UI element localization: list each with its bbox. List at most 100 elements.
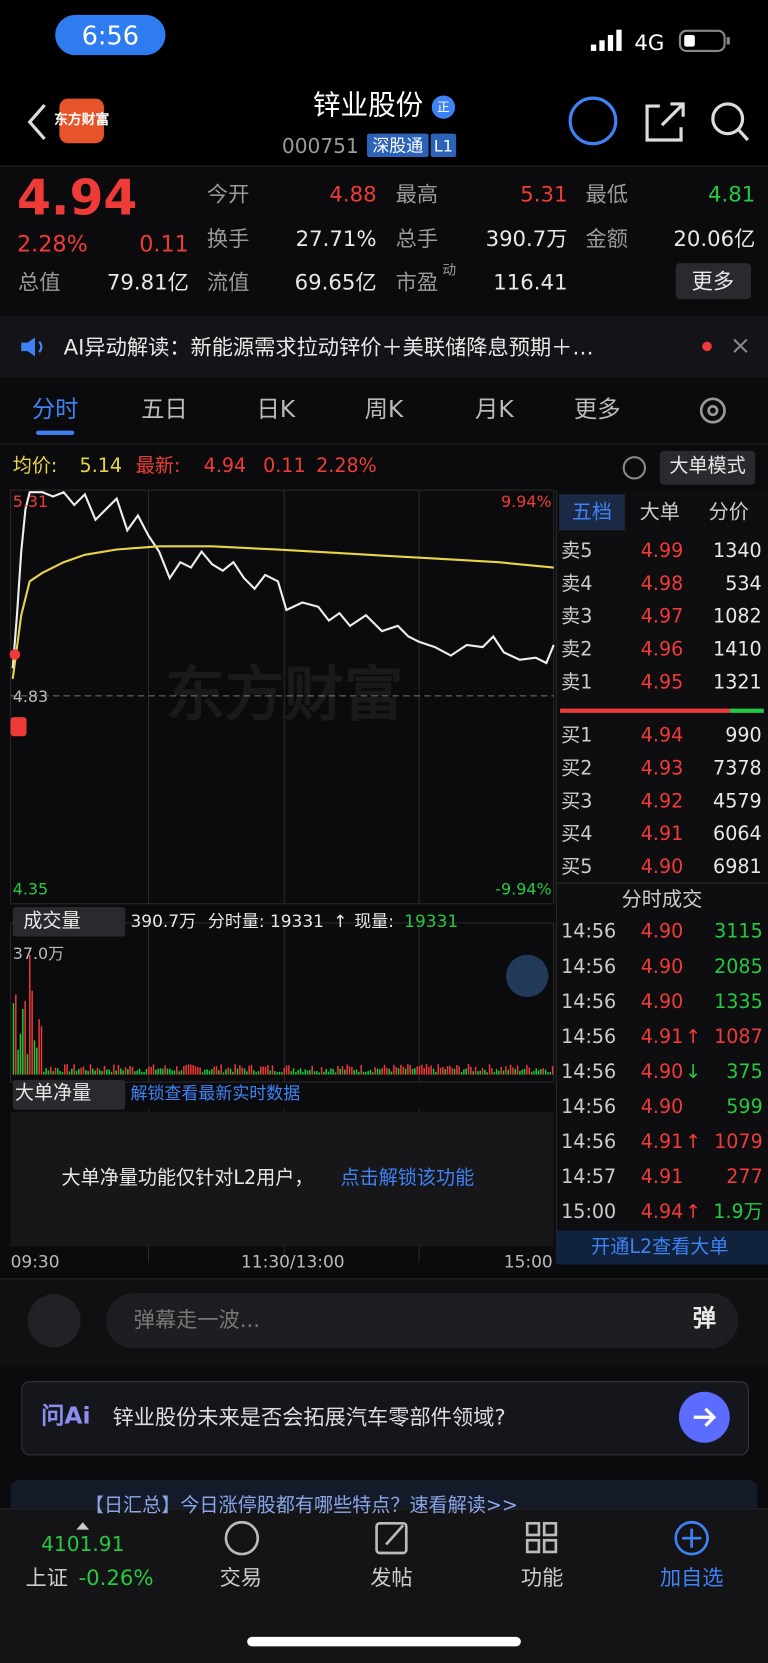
trade-volume: 1079 bbox=[714, 1131, 763, 1154]
tab[interactable]: 更多 bbox=[573, 396, 621, 424]
tab[interactable]: 分时 bbox=[31, 396, 79, 424]
l2-banner[interactable]: 开通L2查看大单 bbox=[591, 1236, 729, 1259]
back-button[interactable] bbox=[21, 101, 53, 143]
tab[interactable]: 五日 bbox=[141, 396, 188, 424]
volume-bar bbox=[481, 1067, 484, 1075]
order-tab[interactable]: 分价 bbox=[708, 500, 749, 524]
tab[interactable]: 日K bbox=[256, 396, 296, 424]
order-tab[interactable]: 大单 bbox=[639, 500, 680, 524]
volume-bar bbox=[113, 1064, 115, 1075]
tab[interactable]: 月K bbox=[475, 396, 514, 424]
order-volume: 7378 bbox=[713, 757, 762, 780]
red-dot bbox=[702, 341, 712, 352]
danmu-input[interactable] bbox=[106, 1293, 739, 1349]
danmu-icon[interactable] bbox=[27, 1294, 81, 1348]
volume-bar bbox=[31, 990, 33, 1075]
order-volume: 6064 bbox=[713, 823, 762, 846]
bigorder-unlock[interactable]: 解锁查看最新实时数据 bbox=[130, 1083, 301, 1104]
badge: 正 bbox=[437, 99, 450, 115]
volume-bar bbox=[439, 1067, 442, 1075]
tabs-bar bbox=[0, 381, 768, 445]
stat-value: 5.31 bbox=[520, 181, 568, 207]
mode-label[interactable]: 大单模式 bbox=[669, 455, 746, 478]
bigorder-link[interactable]: 点击解锁该功能 bbox=[340, 1167, 475, 1190]
volume-bar bbox=[40, 1026, 43, 1075]
volume-bar bbox=[446, 1066, 449, 1075]
volume-bar bbox=[299, 1068, 302, 1075]
volume-bar bbox=[26, 1054, 29, 1075]
order-price: 4.90 bbox=[640, 856, 684, 879]
volume-bar bbox=[232, 1071, 234, 1075]
volume-bar bbox=[115, 1070, 117, 1075]
volume-bar bbox=[260, 1066, 262, 1075]
volume-bar bbox=[150, 1066, 152, 1075]
volume-bar bbox=[227, 1067, 229, 1075]
volume-bar bbox=[255, 1072, 257, 1075]
header-icons[interactable] bbox=[643, 100, 749, 145]
trade-time: 14:56 bbox=[561, 1096, 617, 1119]
ai-ask-box[interactable] bbox=[21, 1381, 749, 1456]
volume-bar bbox=[542, 1068, 544, 1075]
ai-button[interactable] bbox=[568, 96, 618, 146]
volume-bar bbox=[551, 1066, 554, 1075]
danmu-button[interactable]: 弹 bbox=[692, 1305, 717, 1333]
app-logo bbox=[59, 98, 104, 144]
bigorder-selector[interactable] bbox=[12, 1079, 126, 1110]
order-label: 买4 bbox=[561, 823, 593, 846]
ticker-bar bbox=[0, 316, 768, 378]
volume-bar bbox=[64, 1064, 66, 1075]
trade-volume: 277 bbox=[726, 1166, 763, 1189]
last-label: 最新: bbox=[135, 455, 181, 478]
news[interactable]: 【日汇总】今日涨停股都有哪些特点？速看解读>> bbox=[84, 1494, 518, 1518]
volume-bar bbox=[395, 1066, 397, 1075]
nav-item[interactable]: 交易 bbox=[219, 1564, 263, 1591]
more-button[interactable] bbox=[675, 263, 752, 300]
volume-selector[interactable] bbox=[12, 906, 126, 937]
volume-bar bbox=[358, 1071, 360, 1075]
volume-bar bbox=[127, 1069, 129, 1075]
volume-bar bbox=[505, 1066, 507, 1075]
l2-banner-bg[interactable] bbox=[555, 1230, 768, 1265]
trade-time: 14:56 bbox=[561, 1131, 617, 1154]
more-label[interactable]: 更多 bbox=[691, 268, 735, 294]
order-label: 买1 bbox=[561, 724, 593, 748]
volume-bar bbox=[528, 1067, 530, 1075]
close-icon[interactable] bbox=[732, 337, 749, 354]
volume-bar bbox=[136, 1070, 138, 1075]
nav-item[interactable]: 加自选 bbox=[659, 1564, 724, 1591]
order-tab[interactable]: 五档 bbox=[571, 500, 613, 524]
volume-bar bbox=[306, 1070, 309, 1075]
trade-price: 4.90 bbox=[640, 1060, 684, 1084]
volume-bar bbox=[472, 1071, 474, 1075]
volume-bar bbox=[157, 1068, 159, 1075]
order-volume: 1082 bbox=[713, 605, 762, 629]
volume-bar bbox=[409, 1064, 411, 1075]
volume-bar bbox=[341, 1066, 344, 1075]
volume-bar bbox=[297, 1070, 299, 1075]
stat-value: 116.41 bbox=[493, 269, 568, 295]
volume-bar bbox=[495, 1069, 498, 1075]
help-icon[interactable] bbox=[622, 455, 647, 480]
tab[interactable]: 周K bbox=[364, 396, 404, 424]
ai-question[interactable]: 锌业股份未来是否会拓展汽车零部件领域? bbox=[112, 1404, 506, 1430]
stock-code: 000751 bbox=[281, 134, 359, 158]
mode-button[interactable] bbox=[659, 450, 756, 485]
order-volume: 4579 bbox=[713, 790, 762, 813]
volume-max: 37.0万 bbox=[12, 944, 65, 964]
settings-icon[interactable] bbox=[698, 396, 728, 426]
volume-bar bbox=[206, 1069, 208, 1075]
nav-item[interactable]: 发帖 bbox=[370, 1564, 413, 1591]
danmu-placeholder[interactable]: 弹幕走一波... bbox=[133, 1306, 260, 1333]
volume-bar bbox=[101, 1071, 103, 1075]
nav-item[interactable]: 功能 bbox=[520, 1564, 564, 1591]
volume-bar bbox=[75, 1070, 78, 1075]
volume-bar bbox=[143, 1072, 145, 1075]
order-volume: 1340 bbox=[713, 540, 762, 563]
volume-bar bbox=[85, 1070, 87, 1075]
volume-bar bbox=[423, 1067, 425, 1075]
stat-value: 4.81 bbox=[708, 181, 756, 207]
trade-direction: ↑ bbox=[685, 1201, 702, 1224]
volume-bar bbox=[295, 1072, 297, 1075]
volume-bar bbox=[269, 1070, 271, 1075]
volume-bar bbox=[498, 1070, 500, 1075]
